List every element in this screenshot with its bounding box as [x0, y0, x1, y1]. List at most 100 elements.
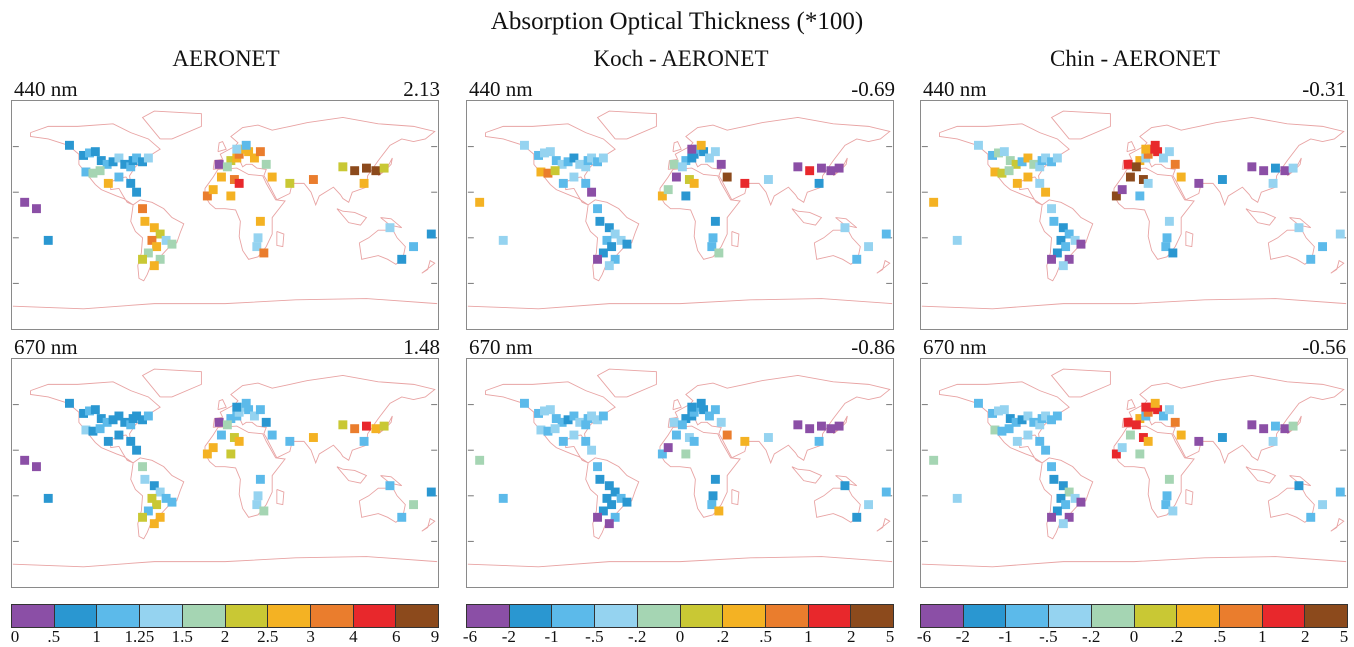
- station-marker: [253, 233, 263, 243]
- station-marker: [475, 197, 485, 207]
- station-marker: [338, 162, 348, 172]
- station-marker: [550, 166, 560, 176]
- station-marker: [385, 481, 395, 491]
- station-marker: [669, 417, 679, 427]
- station-marker: [607, 500, 617, 510]
- coastline: [672, 398, 682, 411]
- station-marker: [361, 163, 371, 173]
- map-canvas: [12, 368, 438, 568]
- coastline: [1050, 110, 1111, 140]
- colorbar-segment: [12, 605, 55, 627]
- station-marker: [581, 162, 591, 172]
- station-marker: [834, 421, 844, 431]
- colorbar-segment: [1177, 605, 1220, 627]
- station-marker: [1058, 519, 1068, 529]
- station-marker: [85, 406, 94, 416]
- station-marker: [1070, 493, 1080, 503]
- station-marker: [569, 430, 579, 440]
- world-map-aeronet-670: [11, 358, 439, 588]
- station-marker: [1052, 411, 1062, 421]
- colorbar-segment: [680, 605, 724, 627]
- station-marker: [1135, 156, 1145, 166]
- station-marker: [696, 140, 706, 150]
- wavelength-label: 440 nm: [469, 77, 533, 101]
- colorbar-segment: [1219, 605, 1263, 627]
- station-marker: [234, 407, 244, 417]
- panel-title-chin: Chin - AERONET: [1050, 46, 1220, 71]
- station-marker: [1056, 235, 1066, 245]
- colorbar-tick-label: -6: [462, 627, 478, 646]
- station-marker: [232, 144, 242, 154]
- station-marker: [684, 433, 694, 442]
- coastline: [1267, 228, 1315, 265]
- station-marker: [677, 162, 687, 172]
- world-map-koch-670: [466, 358, 894, 588]
- station-marker: [840, 223, 850, 233]
- coastline: [1185, 489, 1194, 506]
- station-marker: [1035, 420, 1045, 430]
- station-marker: [704, 153, 714, 163]
- station-marker: [1138, 433, 1148, 442]
- station-marker: [929, 455, 939, 465]
- colorbar-segment: [1091, 605, 1135, 627]
- station-marker: [132, 411, 142, 421]
- colorbar-segment: [1305, 605, 1348, 627]
- wavelength-label: 440 nm: [923, 77, 987, 101]
- station-marker: [616, 235, 626, 245]
- station-marker: [385, 223, 395, 233]
- station-marker: [155, 512, 165, 522]
- station-marker: [1194, 436, 1204, 446]
- station-marker: [1150, 398, 1160, 408]
- station-marker: [1164, 216, 1174, 226]
- mean-value: -0.31: [1302, 77, 1346, 101]
- colorbar-tick-label: 1: [92, 627, 101, 646]
- station-marker: [587, 187, 597, 197]
- station-marker: [663, 185, 673, 195]
- station-marker: [551, 156, 561, 166]
- station-marker: [214, 159, 224, 169]
- station-marker: [1268, 178, 1278, 188]
- station-marker: [167, 497, 177, 507]
- station-marker: [1335, 487, 1345, 497]
- station-marker: [710, 405, 720, 415]
- station-marker: [88, 168, 98, 178]
- colorbar-tick-label: 5: [885, 627, 895, 646]
- station-marker: [114, 430, 124, 440]
- station-marker: [143, 506, 153, 516]
- coastline: [380, 475, 403, 487]
- station-marker: [1288, 163, 1298, 173]
- station-marker: [520, 140, 529, 150]
- colorbar-tick-label: 1.25: [124, 627, 155, 646]
- station-marker: [545, 147, 555, 157]
- station-marker: [103, 436, 113, 446]
- station-marker: [149, 223, 159, 233]
- station-marker: [132, 153, 142, 163]
- colorbar-tick-label: .5: [759, 627, 772, 646]
- station-marker: [202, 449, 212, 459]
- station-marker: [1143, 178, 1153, 188]
- coastline: [380, 217, 403, 229]
- station-marker: [1117, 185, 1127, 195]
- coastline: [12, 298, 438, 310]
- station-marker: [409, 242, 419, 252]
- colorbar-segment: [552, 605, 596, 627]
- coastline: [1113, 167, 1195, 260]
- station-marker: [371, 166, 381, 176]
- station-marker: [255, 405, 265, 415]
- station-marker: [1061, 500, 1071, 510]
- station-marker: [147, 493, 157, 503]
- station-marker: [722, 172, 732, 182]
- station-marker: [1023, 153, 1033, 163]
- station-marker: [1047, 462, 1056, 472]
- colorbar-tick-label: 2: [220, 627, 230, 646]
- wavelength-label: 440 nm: [14, 77, 78, 101]
- coastline: [813, 486, 861, 523]
- station-marker: [267, 430, 277, 440]
- station-marker: [1056, 493, 1066, 503]
- station-marker: [81, 425, 91, 435]
- station-marker: [534, 150, 544, 160]
- station-marker: [285, 436, 295, 446]
- map-canvas: [467, 368, 893, 568]
- colorbar-segment: [1134, 605, 1178, 627]
- station-marker: [88, 426, 98, 436]
